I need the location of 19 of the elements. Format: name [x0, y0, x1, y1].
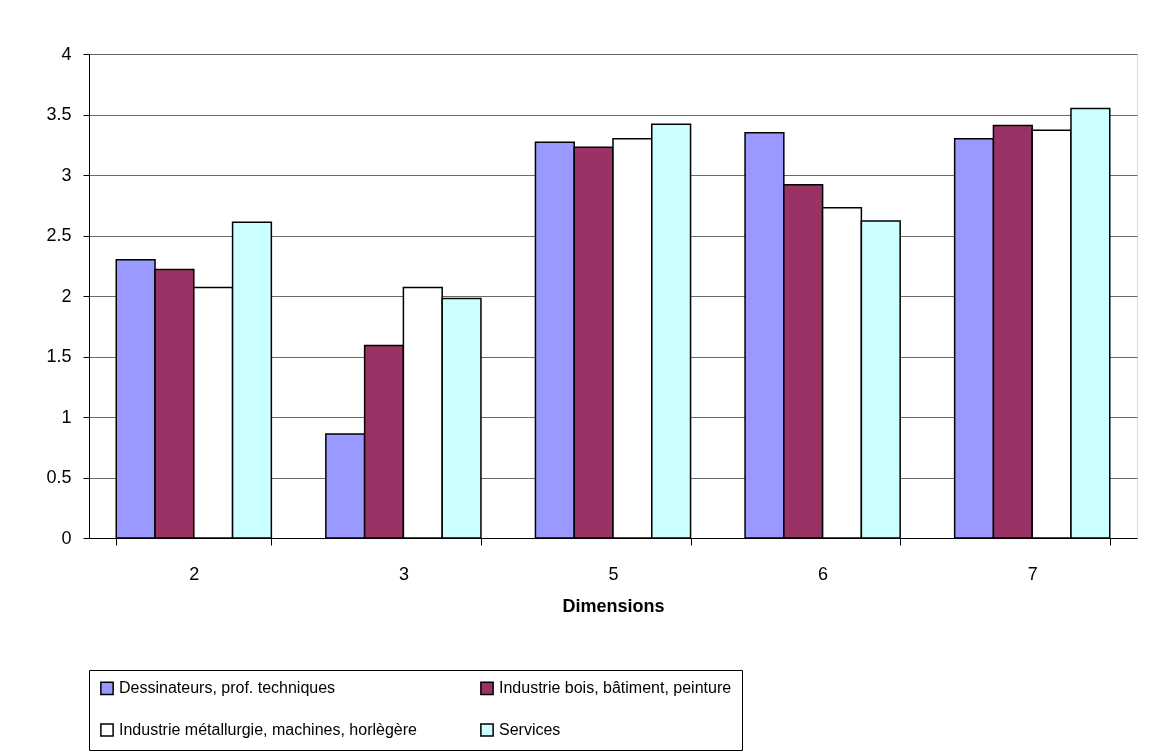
legend-label: Industrie bois, bâtiment, peinture	[499, 679, 732, 697]
y-tick-label: 3.5	[46, 104, 72, 124]
x-axis-title: Dimensions	[562, 595, 665, 616]
y-tick-label: 3	[61, 164, 72, 185]
y-tick-label: 1.5	[46, 346, 72, 366]
legend-label: Dessinateurs, prof. techniques	[119, 679, 336, 697]
x-tick-label: 7	[1027, 563, 1038, 584]
legend-label: Services	[499, 721, 561, 738]
y-tick-label: 0.5	[46, 467, 72, 487]
x-tick-label: 6	[818, 563, 829, 584]
y-tick-label: 2.5	[46, 225, 72, 245]
y-tick-label: 2	[61, 285, 72, 306]
y-tick-label: 4	[61, 43, 72, 64]
legend-label: Industrie métallurgie, machines, horlègère	[119, 721, 418, 738]
x-tick-label: 2	[189, 563, 200, 584]
x-tick-label: 5	[608, 563, 619, 584]
y-tick-label: 1	[61, 406, 72, 427]
x-tick-label: 3	[398, 563, 409, 584]
y-tick-label: 0	[61, 527, 72, 548]
